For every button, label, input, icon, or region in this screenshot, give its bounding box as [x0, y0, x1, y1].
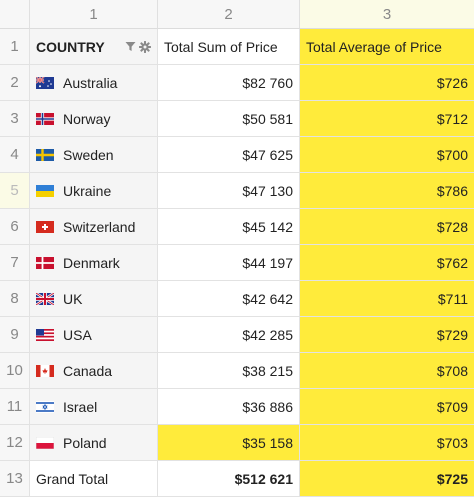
row-number[interactable]: 1	[0, 29, 30, 65]
avg-cell[interactable]: $703	[300, 425, 474, 461]
row-number[interactable]: 6	[0, 209, 30, 245]
country-name: Poland	[63, 434, 107, 451]
corner-cell[interactable]	[0, 0, 30, 29]
flag-switzerland-icon	[36, 220, 54, 233]
country-cell[interactable]: Australia	[30, 65, 158, 101]
country-name: USA	[63, 326, 92, 343]
country-cell[interactable]: Israel	[30, 389, 158, 425]
flag-denmark-icon	[36, 256, 54, 269]
row-number[interactable]: 5	[0, 173, 30, 209]
flag-norway-icon	[36, 112, 54, 125]
country-name: Sweden	[63, 146, 114, 163]
flag-australia-icon	[36, 76, 54, 89]
avg-cell[interactable]: $711	[300, 281, 474, 317]
country-name: Norway	[63, 110, 111, 127]
row-number[interactable]: 7	[0, 245, 30, 281]
table-row: 8 UK $42 642 $711	[0, 281, 474, 317]
table-row: 9 USA $42 285 $729	[0, 317, 474, 353]
country-cell[interactable]: USA	[30, 317, 158, 353]
avg-cell[interactable]: $726	[300, 65, 474, 101]
country-name: UK	[63, 290, 83, 307]
avg-field-header[interactable]: Total Average of Price	[300, 29, 474, 65]
country-name: Australia	[63, 74, 118, 91]
sum-cell[interactable]: $47 625	[158, 137, 300, 173]
sum-cell[interactable]: $82 760	[158, 65, 300, 101]
grand-total-label: Grand Total	[30, 461, 158, 497]
flag-poland-icon	[36, 436, 54, 449]
gear-icon[interactable]	[139, 40, 151, 53]
table-row: 5 Ukraine $47 130 $786	[0, 173, 474, 209]
row-number[interactable]: 9	[0, 317, 30, 353]
sum-field-header[interactable]: Total Sum of Price	[158, 29, 300, 65]
avg-cell[interactable]: $762	[300, 245, 474, 281]
country-cell[interactable]: Poland	[30, 425, 158, 461]
row-number[interactable]: 12	[0, 425, 30, 461]
flag-canada-icon	[36, 364, 54, 377]
sum-cell[interactable]: $38 215	[158, 353, 300, 389]
country-name: Denmark	[63, 254, 120, 271]
sum-cell[interactable]: $50 581	[158, 101, 300, 137]
country-cell[interactable]: Denmark	[30, 245, 158, 281]
sum-cell[interactable]: $36 886	[158, 389, 300, 425]
country-cell[interactable]: Sweden	[30, 137, 158, 173]
country-cell[interactable]: UK	[30, 281, 158, 317]
filter-icon[interactable]	[125, 41, 136, 52]
column-header-3[interactable]: 3	[300, 0, 474, 29]
grand-total-avg[interactable]: $725	[300, 461, 474, 497]
country-cell[interactable]: Norway	[30, 101, 158, 137]
country-field-header[interactable]: COUNTRY	[30, 29, 158, 65]
row-number[interactable]: 3	[0, 101, 30, 137]
row-number[interactable]: 4	[0, 137, 30, 173]
country-name: Ukraine	[63, 182, 112, 199]
sum-cell[interactable]: $44 197	[158, 245, 300, 281]
flag-ukraine-icon	[36, 184, 54, 197]
avg-cell[interactable]: $712	[300, 101, 474, 137]
country-cell[interactable]: Ukraine	[30, 173, 158, 209]
avg-cell[interactable]: $700	[300, 137, 474, 173]
avg-cell[interactable]: $708	[300, 353, 474, 389]
avg-cell[interactable]: $729	[300, 317, 474, 353]
flag-israel-icon	[36, 400, 54, 413]
country-field-label: COUNTRY	[36, 38, 105, 55]
row-number[interactable]: 10	[0, 353, 30, 389]
avg-cell[interactable]: $728	[300, 209, 474, 245]
table-row: 3 Norway $50 581 $712	[0, 101, 474, 137]
sum-cell[interactable]: $47 130	[158, 173, 300, 209]
table-row: 4 Sweden $47 625 $700	[0, 137, 474, 173]
flag-usa-icon	[36, 328, 54, 341]
table-row: 12 Poland $35 158 $703	[0, 425, 474, 461]
column-header-1[interactable]: 1	[30, 0, 158, 29]
sum-cell[interactable]: $42 642	[158, 281, 300, 317]
flag-sweden-icon	[36, 148, 54, 161]
avg-cell[interactable]: $786	[300, 173, 474, 209]
country-cell[interactable]: Switzerland	[30, 209, 158, 245]
grand-total-sum[interactable]: $512 621	[158, 461, 300, 497]
column-header-2[interactable]: 2	[158, 0, 300, 29]
sum-cell[interactable]: $45 142	[158, 209, 300, 245]
row-number[interactable]: 2	[0, 65, 30, 101]
field-header-row: 1 COUNTRY Total Sum o	[0, 29, 474, 65]
country-name: Switzerland	[63, 218, 136, 235]
grand-total-row: 13 Grand Total $512 621 $725	[0, 461, 474, 497]
country-name: Canada	[63, 362, 113, 379]
table-row: 11 Israel $36 886 $709	[0, 389, 474, 425]
sum-cell[interactable]: $35 158	[158, 425, 300, 461]
row-number[interactable]: 8	[0, 281, 30, 317]
table-row: 2 Australia $82 760 $726	[0, 65, 474, 101]
sum-cell[interactable]: $42 285	[158, 317, 300, 353]
table-row: 10 Canada $38 215 $708	[0, 353, 474, 389]
table-row: 6 Switzerland $45 142 $728	[0, 209, 474, 245]
row-number[interactable]: 11	[0, 389, 30, 425]
avg-cell[interactable]: $709	[300, 389, 474, 425]
country-cell[interactable]: Canada	[30, 353, 158, 389]
table-row: 7 Denmark $44 197 $762	[0, 245, 474, 281]
country-name: Israel	[63, 398, 98, 415]
row-number[interactable]: 13	[0, 461, 30, 497]
flag-uk-icon	[36, 292, 54, 305]
